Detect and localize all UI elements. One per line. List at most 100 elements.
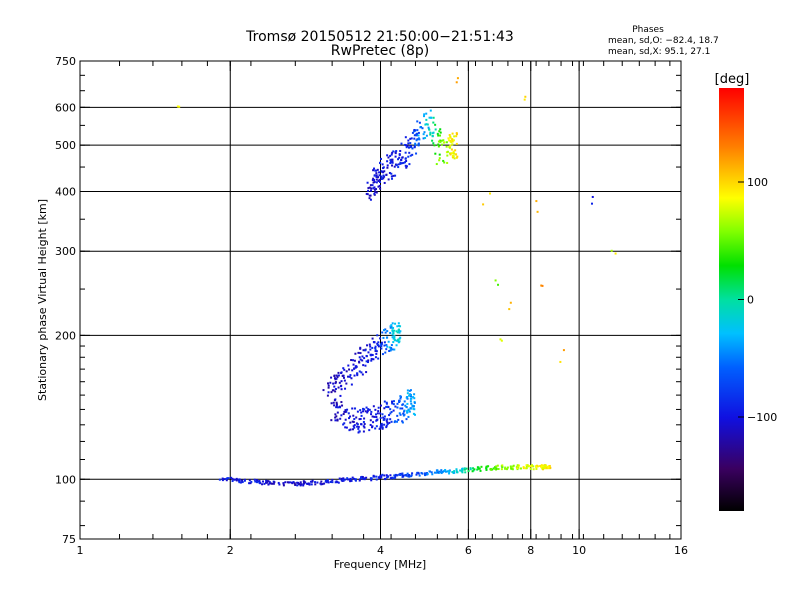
- scatter-point: [410, 475, 413, 478]
- scatter-point: [379, 412, 382, 415]
- scatter-point: [448, 146, 451, 149]
- scatter-point: [353, 374, 356, 377]
- x-axis-label: Frequency [MHz]: [334, 558, 426, 571]
- scatter-point: [455, 471, 458, 474]
- scatter-point: [394, 473, 397, 476]
- scatter-point: [404, 157, 407, 160]
- scatter-point: [346, 408, 349, 411]
- scatter-point: [356, 425, 359, 428]
- scatter-point: [515, 466, 518, 469]
- scatter-point: [368, 408, 371, 411]
- scatter-point: [425, 472, 428, 475]
- scatter-point: [241, 481, 244, 484]
- scatter-point: [415, 473, 418, 476]
- scatter-point: [545, 466, 548, 469]
- scatter-point: [376, 344, 379, 347]
- scatter-point: [397, 418, 400, 421]
- scatter-point: [272, 482, 275, 485]
- scatter-point: [388, 350, 391, 353]
- scatter-point: [265, 479, 268, 482]
- scatter-point: [373, 167, 376, 170]
- scatter-point: [353, 426, 356, 429]
- scatter-point: [430, 471, 433, 474]
- scatter-point: [335, 415, 338, 418]
- scatter-point: [389, 408, 392, 411]
- scatter-point: [439, 134, 442, 137]
- scatter-point: [404, 404, 407, 407]
- scatter-point: [443, 469, 446, 472]
- scatter-point: [454, 153, 457, 156]
- scatter-point: [370, 413, 373, 416]
- scatter-point: [365, 371, 368, 374]
- scatter-point: [371, 178, 374, 181]
- scatter-point: [357, 351, 360, 354]
- scatter-point: [401, 162, 404, 165]
- colorbar-tick-label: 100: [747, 176, 768, 189]
- scatter-point: [506, 468, 509, 471]
- scatter-point: [360, 414, 363, 417]
- scatter-point: [391, 158, 394, 161]
- scatter-point: [418, 474, 421, 477]
- scatter-point: [375, 188, 378, 191]
- scatter-point: [404, 136, 407, 139]
- scatter-point: [391, 400, 394, 403]
- scatter-point: [406, 472, 409, 475]
- scatter-point: [372, 179, 375, 182]
- scatter-point: [390, 344, 393, 347]
- scatter-point: [448, 152, 451, 155]
- scatter-point: [300, 483, 303, 486]
- scatter-point: [383, 341, 386, 344]
- scatter-point: [423, 115, 426, 118]
- scatter-point: [438, 470, 441, 473]
- scatter-point: [374, 169, 377, 172]
- scatter-point: [320, 480, 323, 483]
- scatter-point: [366, 411, 369, 414]
- scatter-point: [358, 370, 361, 373]
- scatter-point: [375, 416, 378, 419]
- scatter-point: [423, 131, 426, 134]
- colorbar-ticks: 100 0 −100: [738, 176, 777, 424]
- scatter-point: [416, 471, 419, 474]
- scatter-point: [562, 349, 565, 352]
- scatter-point: [392, 326, 395, 329]
- scatter-point: [428, 470, 431, 473]
- scatter-point: [377, 341, 380, 344]
- scatter-point: [335, 480, 338, 483]
- scatter-point: [407, 142, 410, 145]
- scatter-point: [406, 396, 409, 399]
- scatter-point: [427, 126, 430, 129]
- scatter-point: [239, 481, 242, 484]
- scatter-point: [530, 464, 533, 467]
- scatter-point: [314, 481, 317, 484]
- scatter-point: [380, 341, 383, 344]
- scatter-point: [439, 141, 442, 144]
- scatter-point: [391, 151, 394, 154]
- scatter-point: [393, 338, 396, 341]
- scatter-point: [385, 426, 388, 429]
- scatter-point: [549, 466, 552, 469]
- scatter-point: [243, 479, 246, 482]
- scatter-point: [406, 145, 409, 148]
- scatter-point: [369, 198, 372, 201]
- scatter-point: [364, 349, 367, 352]
- scatter-point: [391, 177, 394, 180]
- scatter-point: [353, 359, 356, 362]
- scatter-point: [389, 159, 392, 162]
- scatter-point: [396, 331, 399, 334]
- scatter-point: [378, 171, 381, 174]
- scatter-point: [438, 157, 441, 160]
- scatter-point: [540, 284, 543, 287]
- scatter-point: [528, 465, 531, 468]
- scatter-point: [225, 479, 228, 482]
- scatter-point: [544, 466, 547, 469]
- scatter-point: [351, 420, 354, 423]
- scatter-point: [383, 415, 386, 418]
- scatter-point: [535, 467, 538, 470]
- scatter-point: [345, 382, 348, 385]
- scatter-point: [350, 377, 353, 380]
- scatter-point: [363, 423, 366, 426]
- scatter-point: [494, 279, 497, 282]
- scatter-point: [248, 482, 251, 485]
- scatter-point: [361, 359, 364, 362]
- scatter-point: [519, 467, 522, 470]
